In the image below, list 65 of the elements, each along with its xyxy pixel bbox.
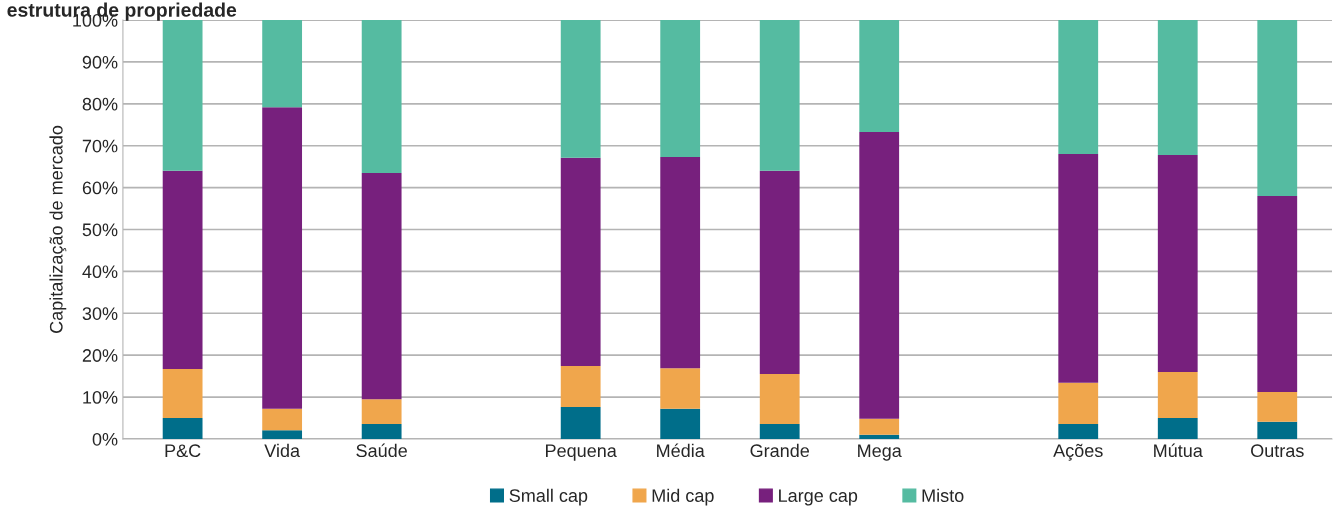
y-axis-title: Capitalização de mercado bbox=[49, 125, 67, 333]
bar bbox=[1157, 20, 1198, 155]
bar bbox=[162, 20, 203, 171]
bar bbox=[859, 434, 900, 439]
bar bbox=[262, 20, 303, 108]
bar bbox=[361, 423, 402, 439]
bar bbox=[361, 20, 402, 173]
bar bbox=[1157, 418, 1198, 439]
y-tick-label: 20% bbox=[82, 349, 118, 362]
bar bbox=[560, 366, 601, 408]
y-tick-label: 80% bbox=[82, 97, 118, 111]
bar bbox=[162, 369, 203, 419]
bar bbox=[560, 20, 601, 158]
x-tick-label: Mega bbox=[858, 444, 902, 461]
y-tick-label: 50% bbox=[82, 223, 118, 237]
bar bbox=[1157, 371, 1198, 419]
legend-label: Misto bbox=[922, 488, 964, 502]
bar bbox=[361, 172, 402, 400]
legend-label: Large cap bbox=[779, 489, 858, 506]
bar bbox=[1058, 423, 1099, 439]
bar bbox=[660, 408, 701, 439]
bar bbox=[1257, 195, 1298, 393]
bar bbox=[361, 399, 402, 424]
bar bbox=[859, 20, 900, 132]
bar bbox=[262, 430, 303, 439]
x-tick-label: Mútua bbox=[1154, 443, 1203, 458]
x-tick-label: Saúde bbox=[356, 443, 407, 458]
y-tick-label: 40% bbox=[82, 265, 118, 279]
legend-label: Small cap bbox=[509, 488, 588, 506]
bar bbox=[162, 170, 203, 369]
bar bbox=[1058, 382, 1099, 424]
x-tick-label: Grande bbox=[750, 443, 810, 458]
bar bbox=[1257, 421, 1298, 439]
bar bbox=[660, 20, 701, 158]
bar bbox=[560, 407, 601, 439]
bar bbox=[262, 107, 303, 409]
bar bbox=[759, 20, 800, 171]
bar bbox=[162, 418, 203, 439]
bar bbox=[1058, 20, 1099, 155]
bar bbox=[1257, 392, 1298, 422]
bar bbox=[1157, 154, 1198, 372]
bar bbox=[759, 170, 800, 375]
bar bbox=[859, 418, 900, 435]
y-tick-label: 10% bbox=[83, 391, 118, 404]
y-tick-label: 90% bbox=[82, 55, 118, 69]
bar bbox=[1257, 20, 1298, 196]
x-tick-label: Outras bbox=[1251, 444, 1304, 458]
x-tick-label: Ações bbox=[1053, 443, 1103, 461]
bar bbox=[759, 423, 800, 439]
y-tick-label: 70% bbox=[82, 139, 118, 153]
y-tick-label: 30% bbox=[82, 307, 118, 320]
bar bbox=[759, 374, 800, 424]
x-tick-label: Pequena bbox=[546, 444, 617, 461]
x-tick-label: Vida bbox=[264, 443, 301, 458]
bar bbox=[560, 157, 601, 367]
bar bbox=[1058, 154, 1099, 383]
bar bbox=[660, 157, 701, 369]
bar bbox=[262, 408, 303, 431]
y-tick-label: 60% bbox=[82, 181, 118, 195]
bar bbox=[660, 368, 701, 409]
legend-label: Mid cap bbox=[652, 488, 714, 506]
x-tick-label: Média bbox=[657, 443, 705, 458]
x-tick-label: P&C bbox=[165, 444, 201, 458]
y-tick-label: 0% bbox=[92, 432, 118, 446]
bar bbox=[859, 131, 900, 419]
